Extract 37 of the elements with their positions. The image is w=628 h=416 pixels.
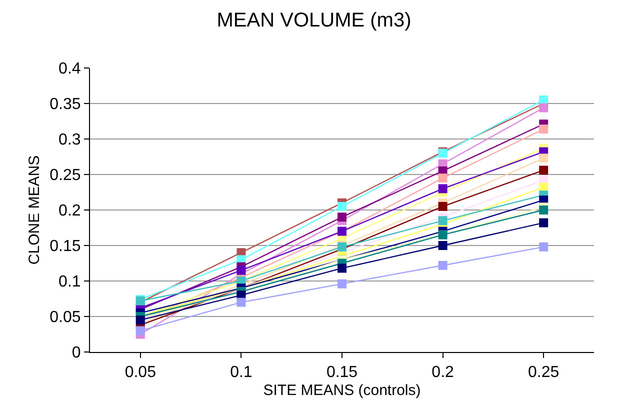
- y-tick-label: 0.15: [50, 238, 81, 256]
- point: [539, 242, 548, 252]
- y-tick-label: 0.2: [58, 202, 81, 220]
- point: [338, 212, 346, 222]
- y-tick-label: 0: [72, 344, 81, 362]
- point: [539, 206, 548, 214]
- point: [438, 202, 448, 211]
- x-tick-label: 0.2: [432, 364, 454, 382]
- point: [438, 216, 448, 226]
- x-axis-title: SITE MEANS (controls): [263, 382, 421, 400]
- x-tick-label: 0.25: [528, 364, 560, 382]
- chart-title: MEAN VOLUME (m3): [216, 9, 412, 32]
- point: [539, 103, 548, 112]
- point: [438, 241, 448, 250]
- y-axis-title: CLONE MEANS: [26, 155, 43, 265]
- y-tick-label: 0.05: [50, 309, 81, 326]
- point: [438, 184, 448, 194]
- point: [438, 260, 448, 270]
- x-tick-label: 0.1: [230, 364, 252, 382]
- point: [236, 298, 246, 307]
- y-tick-label: 0.3: [58, 132, 81, 149]
- point: [539, 154, 548, 163]
- y-tick-label: 0.1: [58, 274, 81, 291]
- point: [236, 266, 246, 275]
- point: [539, 124, 548, 134]
- point: [438, 174, 448, 183]
- point: [539, 166, 548, 175]
- point: [136, 326, 145, 336]
- x-tick-label: 0.05: [124, 364, 156, 382]
- y-tick-label: 0.4: [58, 60, 81, 78]
- point: [338, 279, 346, 288]
- y-tick-label: 0.35: [50, 96, 81, 114]
- x-tick-label: 0.15: [326, 364, 358, 382]
- point: [338, 264, 346, 273]
- point: [539, 218, 548, 228]
- point: [338, 202, 346, 211]
- y-tick-label: 0.25: [50, 167, 81, 184]
